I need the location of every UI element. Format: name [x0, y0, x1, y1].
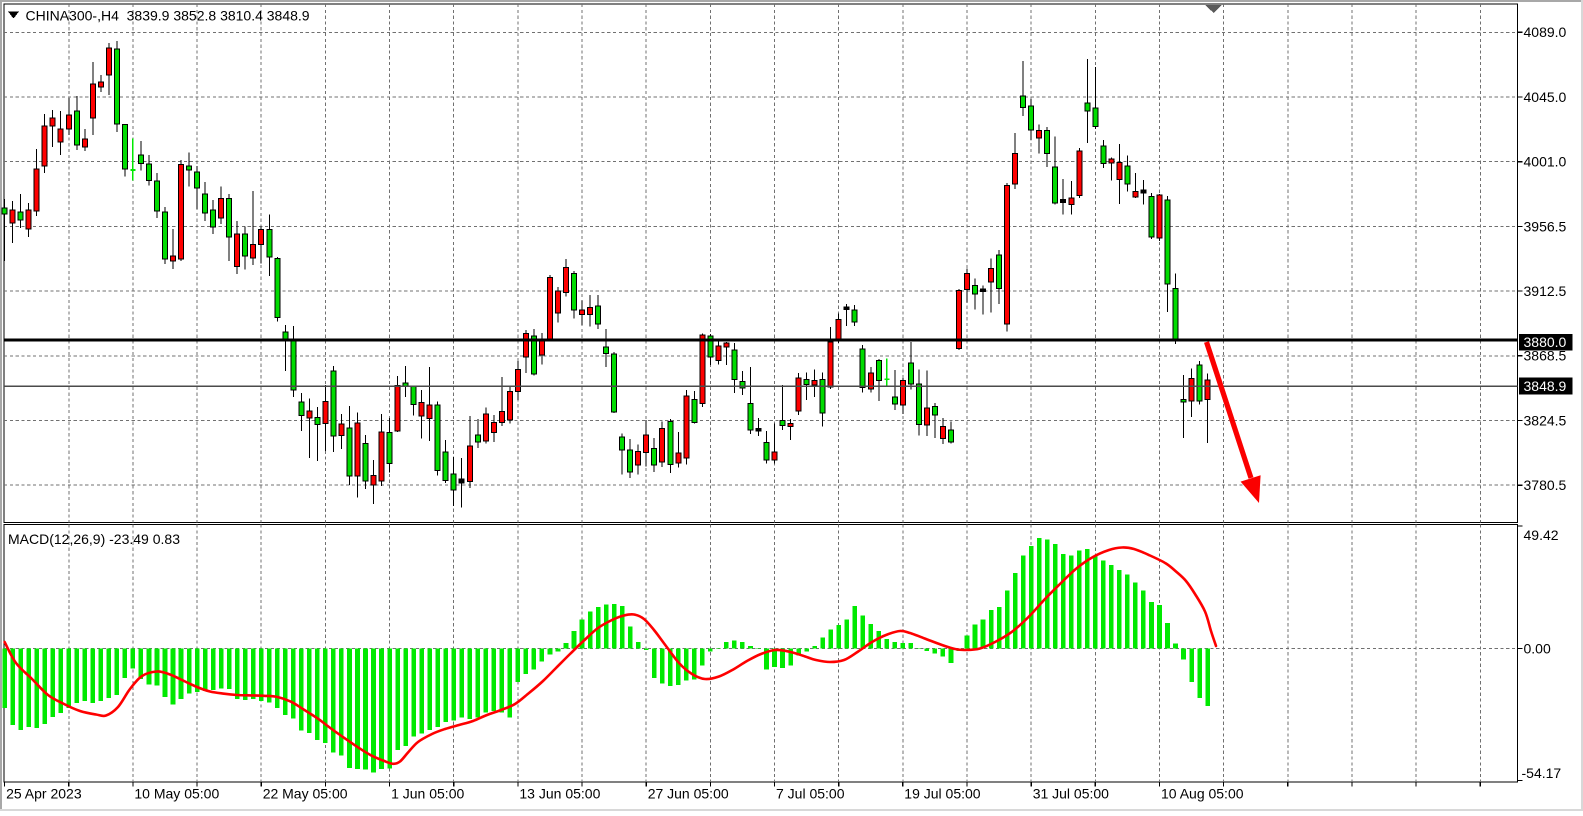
svg-text:31 Jul 05:00: 31 Jul 05:00: [1033, 785, 1109, 801]
svg-text:10 Aug 05:00: 10 Aug 05:00: [1161, 785, 1244, 801]
svg-text:19 Jul 05:00: 19 Jul 05:00: [904, 785, 980, 801]
svg-text:4045.0: 4045.0: [1524, 89, 1567, 105]
svg-text:13 Jun 05:00: 13 Jun 05:00: [519, 785, 600, 801]
svg-text:CHINA300-,H4 3839.9 3852.8 38: CHINA300-,H4 3839.9 3852.8 3810.4 3848.9: [26, 8, 310, 24]
svg-text:49.42: 49.42: [1524, 527, 1559, 543]
svg-text:22 May 05:00: 22 May 05:00: [263, 785, 348, 801]
svg-text:0.00: 0.00: [1524, 640, 1551, 656]
svg-text:3824.5: 3824.5: [1524, 412, 1567, 428]
svg-text:-54.17: -54.17: [1522, 765, 1562, 781]
svg-text:3848.9: 3848.9: [1524, 378, 1567, 394]
svg-text:27 Jun 05:00: 27 Jun 05:00: [648, 785, 729, 801]
svg-text:3912.5: 3912.5: [1524, 283, 1567, 299]
svg-text:3780.5: 3780.5: [1524, 477, 1567, 493]
svg-text:4001.0: 4001.0: [1524, 154, 1567, 170]
svg-text:10 May 05:00: 10 May 05:00: [134, 785, 219, 801]
svg-text:3868.5: 3868.5: [1524, 348, 1567, 364]
svg-text:MACD(12,26,9) -23.49 0.83: MACD(12,26,9) -23.49 0.83: [8, 531, 180, 547]
svg-text:25 Apr 2023: 25 Apr 2023: [6, 785, 82, 801]
svg-text:3956.5: 3956.5: [1524, 218, 1567, 234]
svg-text:4089.0: 4089.0: [1524, 24, 1567, 40]
svg-text:1 Jun 05:00: 1 Jun 05:00: [391, 785, 464, 801]
svg-text:7 Jul 05:00: 7 Jul 05:00: [776, 785, 845, 801]
svg-text:3880.0: 3880.0: [1524, 334, 1567, 350]
